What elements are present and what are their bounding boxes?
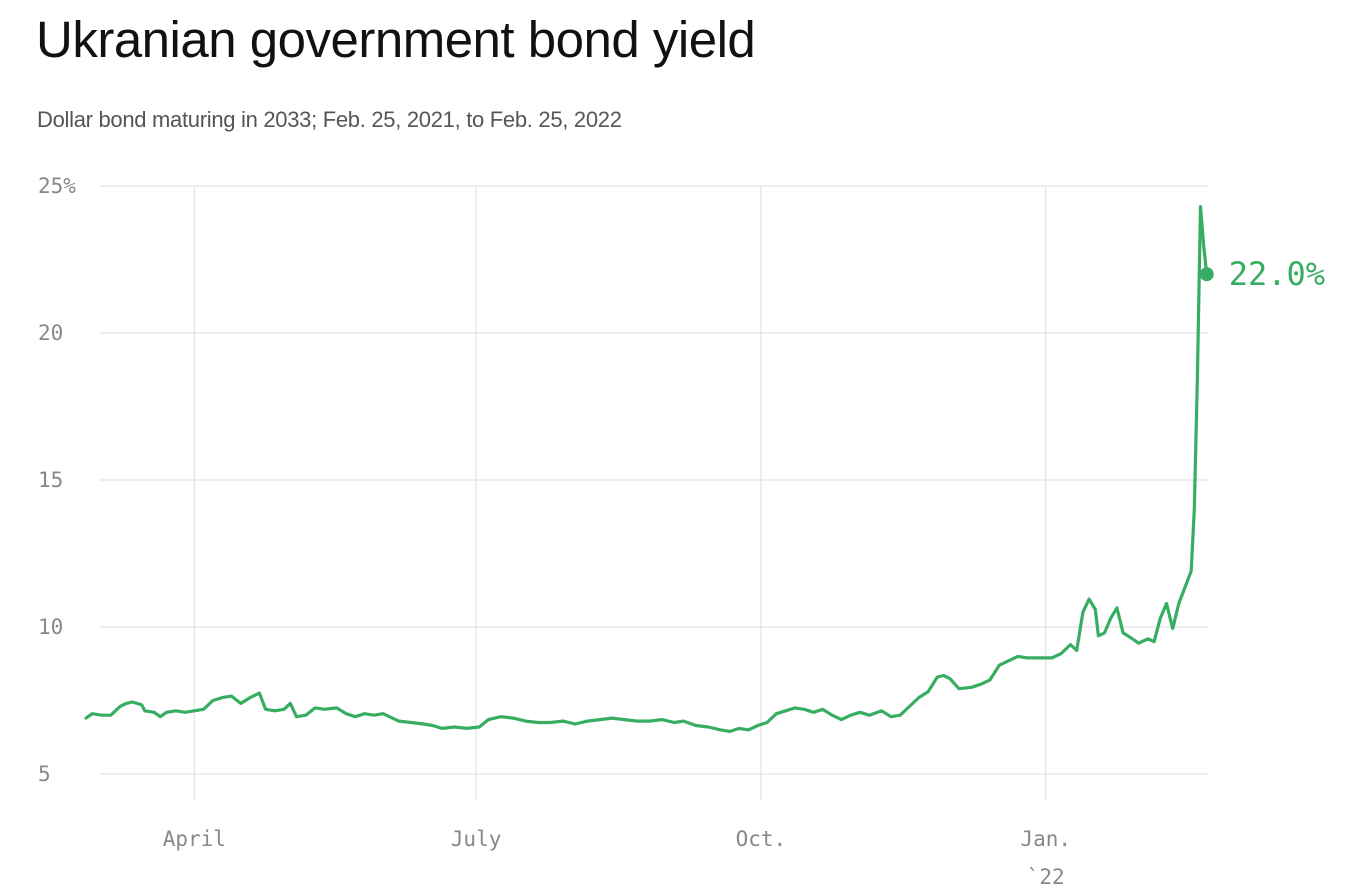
end-point-marker (1199, 267, 1214, 282)
y-tick-label: 15 (38, 468, 63, 492)
x-tick-sublabel: `22 (1027, 865, 1065, 889)
y-tick-label: 25% (38, 174, 76, 198)
x-tick-label: April (163, 827, 226, 851)
chart-title: Ukranian government bond yield (36, 11, 756, 68)
y-tick-label: 5 (38, 762, 51, 786)
end-value-label: 22.0% (1229, 255, 1325, 293)
y-tick-label: 10 (38, 615, 63, 639)
series-line (84, 205, 1209, 733)
x-tick-label: July (451, 827, 502, 851)
x-tick-label: Oct. (736, 827, 787, 851)
chart-subtitle: Dollar bond maturing in 2033; Feb. 25, 2… (37, 107, 622, 132)
x-tick-label: Jan. (1020, 827, 1071, 851)
y-tick-label: 20 (38, 321, 63, 345)
